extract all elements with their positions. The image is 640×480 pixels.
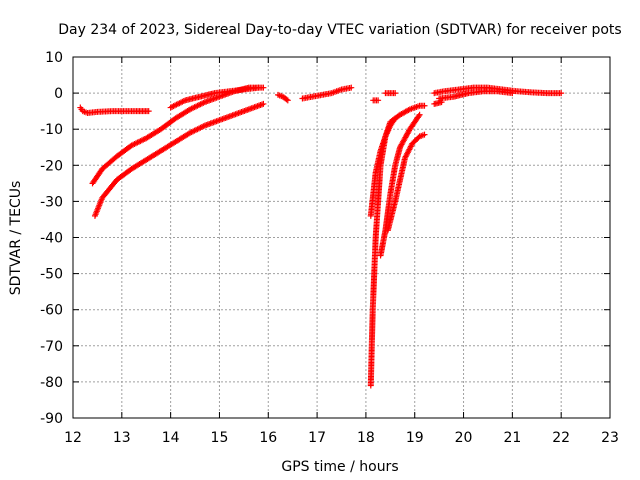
x-axis-label: GPS time / hours <box>281 459 398 475</box>
series-arc-h <box>382 90 399 97</box>
data-point <box>283 96 290 103</box>
x-tick-label: 20 <box>455 430 473 446</box>
series-dip-4 <box>384 131 428 234</box>
x-tick-label: 15 <box>211 430 229 446</box>
data-point <box>421 102 428 109</box>
grid-lines <box>73 57 610 418</box>
x-tick-label: 13 <box>113 430 131 446</box>
y-tick-label: -10 <box>40 122 63 138</box>
series-arc-f <box>299 84 355 102</box>
series-arc-b <box>89 84 267 187</box>
data-point <box>284 97 291 104</box>
y-tick-labels: 10 0 -10 -20 -30 -40 -50 -60 -70 -80 -90 <box>40 50 63 427</box>
axis-ticks <box>72 56 611 419</box>
data-point <box>438 99 445 106</box>
y-tick-label: -70 <box>40 339 63 355</box>
series-arc-a <box>77 104 152 116</box>
data-point <box>145 108 152 115</box>
data-point <box>348 84 355 91</box>
series-arc-k <box>431 99 445 107</box>
chart-title: Day 234 of 2023, Sidereal Day-to-day VTE… <box>58 22 621 38</box>
series-arc-e <box>275 91 291 104</box>
data-points <box>77 84 565 389</box>
data-point <box>415 113 422 120</box>
x-tick-label: 12 <box>64 430 82 446</box>
y-tick-label: -50 <box>40 267 63 283</box>
series-dip-3 <box>377 111 423 259</box>
series-dip-2 <box>367 115 399 219</box>
y-tick-label: -20 <box>40 158 63 174</box>
x-tick-label: 18 <box>357 430 375 446</box>
x-tick-label: 22 <box>552 430 570 446</box>
y-tick-label: -40 <box>40 231 63 247</box>
x-tick-label: 16 <box>259 430 277 446</box>
x-tick-label: 21 <box>503 430 521 446</box>
series-arc-j <box>436 88 516 102</box>
y-tick-label: -30 <box>40 194 63 210</box>
data-point <box>375 97 382 104</box>
data-point <box>558 90 565 97</box>
series-arc-g <box>370 97 382 104</box>
series-arc-d <box>167 84 262 111</box>
data-point <box>392 90 399 97</box>
y-tick-label: 10 <box>45 50 63 66</box>
y-tick-label: -60 <box>40 303 63 319</box>
y-axis-label: SDTVAR / TECUs <box>8 181 24 296</box>
y-tick-label: 0 <box>54 86 63 102</box>
data-point <box>392 115 399 122</box>
x-tick-label: 14 <box>162 430 180 446</box>
y-tick-label: -80 <box>40 375 63 391</box>
data-point <box>405 107 412 114</box>
data-point <box>416 111 423 118</box>
x-tick-labels: 12 13 14 15 16 17 18 19 20 21 22 23 <box>64 430 619 446</box>
data-point <box>509 90 516 97</box>
data-point <box>421 131 428 138</box>
data-point <box>260 100 267 107</box>
x-tick-label: 19 <box>406 430 424 446</box>
data-point <box>255 84 262 91</box>
series-arc-c <box>91 100 267 219</box>
x-tick-label: 17 <box>308 430 326 446</box>
x-tick-label: 23 <box>601 430 619 446</box>
y-tick-label: -90 <box>40 411 63 427</box>
